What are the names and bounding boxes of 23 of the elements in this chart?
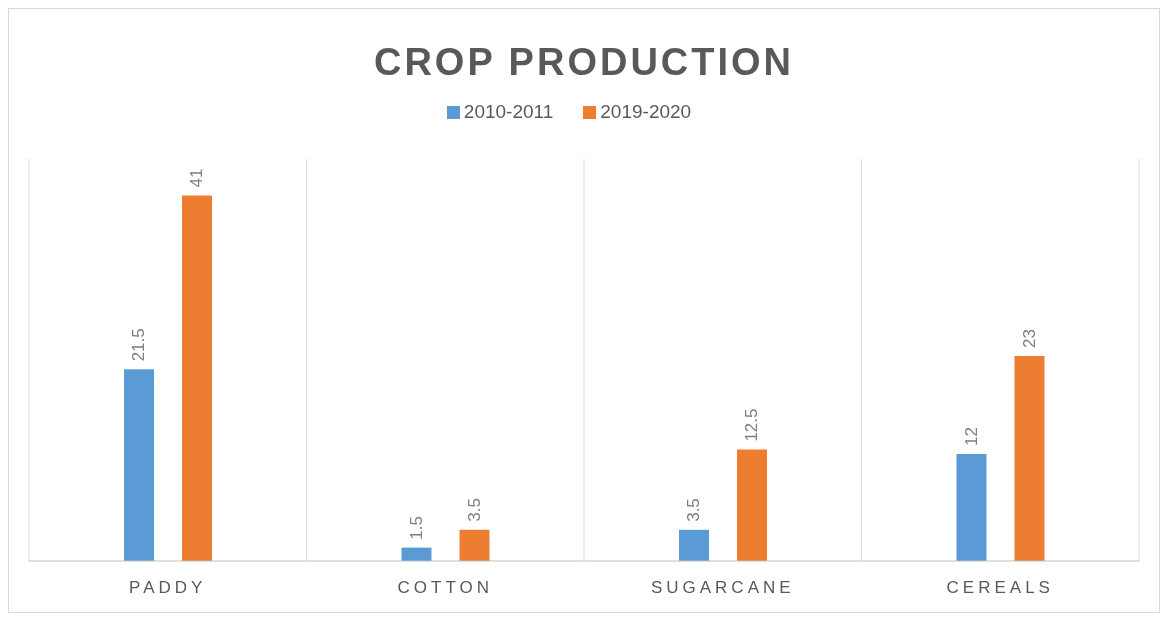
chart-title: CROP PRODUCTION — [372, 40, 796, 85]
bar — [182, 195, 212, 561]
data-label: 3.5 — [684, 498, 704, 522]
data-label: 12.5 — [742, 408, 762, 442]
legend-label: 2010-2011 — [463, 101, 554, 122]
data-label: 41 — [187, 168, 207, 188]
data-label: 21.5 — [129, 328, 149, 362]
data-label: 3.5 — [465, 498, 484, 522]
x-tick-label: COTTON — [397, 578, 493, 598]
x-tick-label: SUGARCANE — [650, 578, 795, 598]
x-tick-label: CEREALS — [946, 578, 1054, 598]
bar — [459, 529, 490, 561]
data-label: 23 — [1020, 329, 1039, 348]
bar — [956, 454, 987, 561]
legend-label: 2019-2020 — [600, 101, 692, 122]
data-label: 1.5 — [407, 515, 426, 540]
bar — [679, 529, 709, 561]
x-tick-label: PADDY — [129, 578, 207, 598]
bar — [1014, 355, 1045, 561]
data-label: 12 — [962, 427, 981, 447]
bar — [401, 547, 432, 561]
bar — [124, 369, 154, 561]
bar — [737, 449, 767, 561]
